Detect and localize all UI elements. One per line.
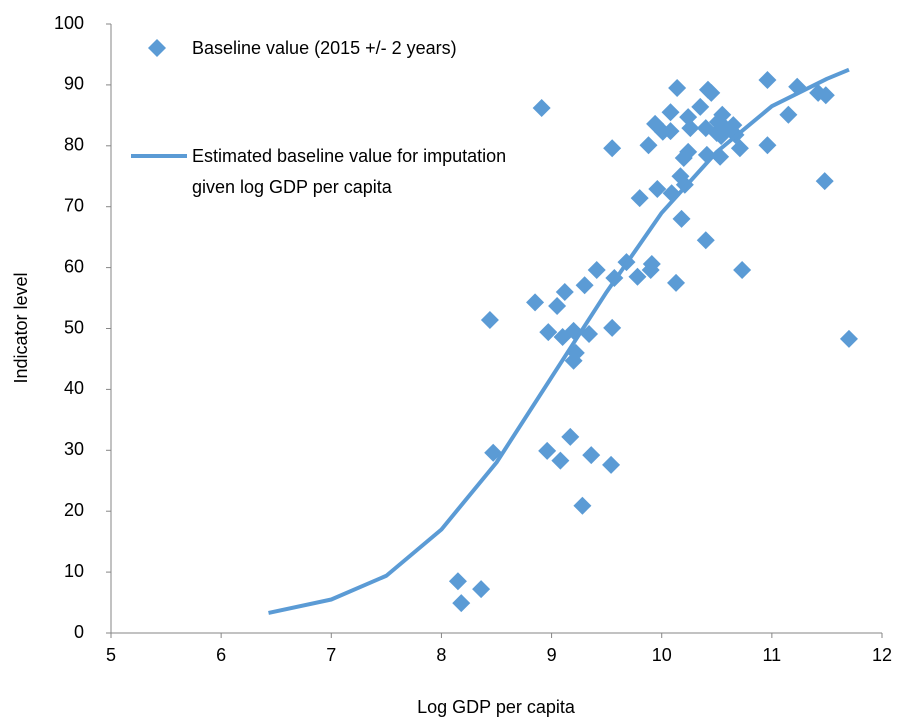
y-tick-label: 30 xyxy=(64,439,84,459)
scatter-point xyxy=(526,293,545,312)
scatter-point xyxy=(573,496,592,515)
scatter-point xyxy=(758,136,777,155)
scatter-point xyxy=(661,122,680,141)
scatter-point xyxy=(448,572,467,591)
scatter-point xyxy=(702,83,721,102)
legend-marker xyxy=(148,39,166,57)
scatter-point xyxy=(575,276,594,295)
x-tick-label: 7 xyxy=(326,645,336,665)
scatter-point xyxy=(679,142,698,161)
y-tick-label: 60 xyxy=(64,256,84,276)
scatter-point xyxy=(472,580,491,599)
scatter-point xyxy=(779,105,798,124)
y-axis-label: Indicator level xyxy=(11,272,31,383)
scatter-point xyxy=(603,139,622,158)
y-tick-label: 70 xyxy=(64,195,84,215)
scatter-point xyxy=(758,71,777,90)
scatter-point xyxy=(815,172,834,191)
x-axis-label: Log GDP per capita xyxy=(417,697,576,717)
y-tick-label: 90 xyxy=(64,74,84,94)
scatter-point xyxy=(539,323,558,342)
x-tick-label: 5 xyxy=(106,645,116,665)
legend-entry: Baseline value (2015 +/- 2 years) xyxy=(148,33,512,64)
fit-line xyxy=(268,67,850,615)
scatter-point xyxy=(582,446,601,465)
scatter-point xyxy=(548,296,567,315)
legend-entry: Estimated baseline value for imputation … xyxy=(131,141,522,203)
scatter-point xyxy=(603,318,622,337)
scatter-point xyxy=(691,97,710,116)
y-tick-label: 80 xyxy=(64,135,84,155)
scatter-point xyxy=(816,86,835,105)
y-tick-label: 0 xyxy=(74,622,84,642)
scatter-point xyxy=(681,119,700,138)
scatter-point xyxy=(696,231,715,250)
scatter-point xyxy=(532,99,551,118)
x-tick-label: 6 xyxy=(216,645,226,665)
scatter-point xyxy=(733,261,752,280)
y-tick-label: 50 xyxy=(64,317,84,337)
scatter-point xyxy=(648,180,667,199)
scatter-point xyxy=(602,455,621,474)
scatter-point xyxy=(639,136,658,155)
scatter-point xyxy=(646,114,665,133)
scatter-point xyxy=(668,78,687,97)
y-tick-label: 40 xyxy=(64,378,84,398)
y-tick-label: 20 xyxy=(64,500,84,520)
scatter-point xyxy=(672,209,691,228)
x-tick-label: 9 xyxy=(547,645,557,665)
scatter-point xyxy=(630,189,649,208)
scatter-point xyxy=(561,427,580,446)
y-tick-label: 100 xyxy=(54,13,84,33)
scatter-point xyxy=(555,282,574,301)
legend-label: Baseline value (2015 +/- 2 years) xyxy=(192,38,457,58)
scatter-point xyxy=(641,261,660,280)
x-tick-label: 11 xyxy=(763,645,782,665)
scatter-point xyxy=(661,103,680,122)
scatter-point xyxy=(538,441,557,460)
scatter-point xyxy=(628,267,647,286)
scatter-point xyxy=(839,329,858,348)
y-tick-label: 10 xyxy=(64,561,84,581)
legend-marker xyxy=(131,154,187,158)
scatter-point xyxy=(480,310,499,329)
x-tick-label: 10 xyxy=(652,645,672,665)
scatter-point xyxy=(730,139,749,158)
x-tick-label: 12 xyxy=(872,645,892,665)
scatter-point xyxy=(587,261,606,280)
x-tick-label: 8 xyxy=(436,645,446,665)
scatter-point xyxy=(452,594,471,613)
scatter-point xyxy=(713,105,732,124)
legend-label: Estimated baseline value for imputation … xyxy=(192,146,507,197)
scatter-point xyxy=(667,273,686,292)
scatter-point xyxy=(551,451,570,470)
